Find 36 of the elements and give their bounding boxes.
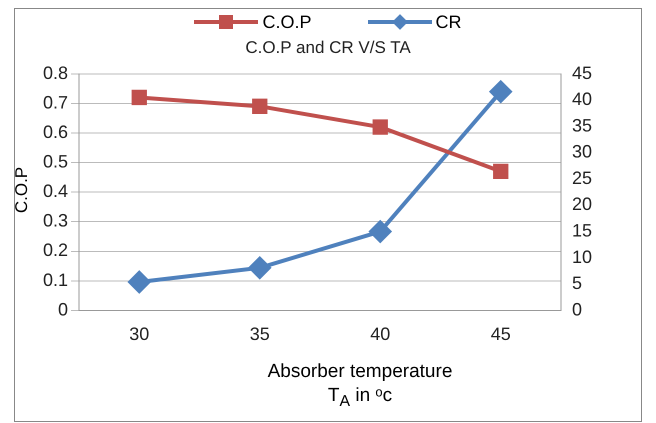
y2-tick-label: 45	[572, 62, 592, 83]
x-axis-title: Absorber temperature T$_{A}$ in ᵒc	[266, 360, 454, 412]
y-axis-title: C.O.P	[12, 166, 32, 214]
y-tick-label: 0.1	[42, 270, 68, 290]
x-tick-label: 40	[370, 324, 390, 344]
legend-label: CR	[436, 12, 462, 32]
point	[132, 90, 147, 106]
point	[490, 80, 512, 103]
y2-tick-label: 10	[572, 246, 592, 267]
point	[128, 271, 150, 294]
y-tick-label: 0	[58, 299, 68, 320]
y-tick-label: 0.8	[42, 62, 68, 83]
y-tick-label: 0.7	[42, 92, 68, 112]
point	[248, 256, 271, 279]
y2-tick-label: 0	[572, 299, 582, 320]
y-tick-label: 0.2	[42, 240, 68, 260]
y-tick-label: 0.4	[42, 181, 68, 202]
y-tick-label: 0.3	[42, 210, 68, 231]
x-tick-label: 30	[129, 324, 150, 344]
y2-tick-label: 20	[572, 194, 592, 214]
y2-tick-label: 25	[572, 168, 592, 188]
point	[369, 220, 392, 243]
point	[493, 164, 508, 180]
point	[252, 98, 268, 114]
point	[372, 119, 388, 135]
x-tick-label: 45	[490, 324, 511, 344]
y2-tick-label: 40	[572, 89, 592, 110]
y-tick-label: 0.5	[42, 151, 68, 172]
x-tick-label: 35	[250, 324, 270, 344]
y2-tick-label: 35	[572, 115, 592, 136]
chart-title: C.O.P and CR V/S TA	[244, 38, 412, 58]
y2-tick-label: 15	[572, 220, 592, 240]
y2-tick-label: 5	[572, 273, 582, 294]
y2-tick-label: 30	[572, 142, 592, 162]
y-tick-label: 0.6	[42, 122, 68, 142]
legend-label: C.O.P	[262, 12, 312, 32]
